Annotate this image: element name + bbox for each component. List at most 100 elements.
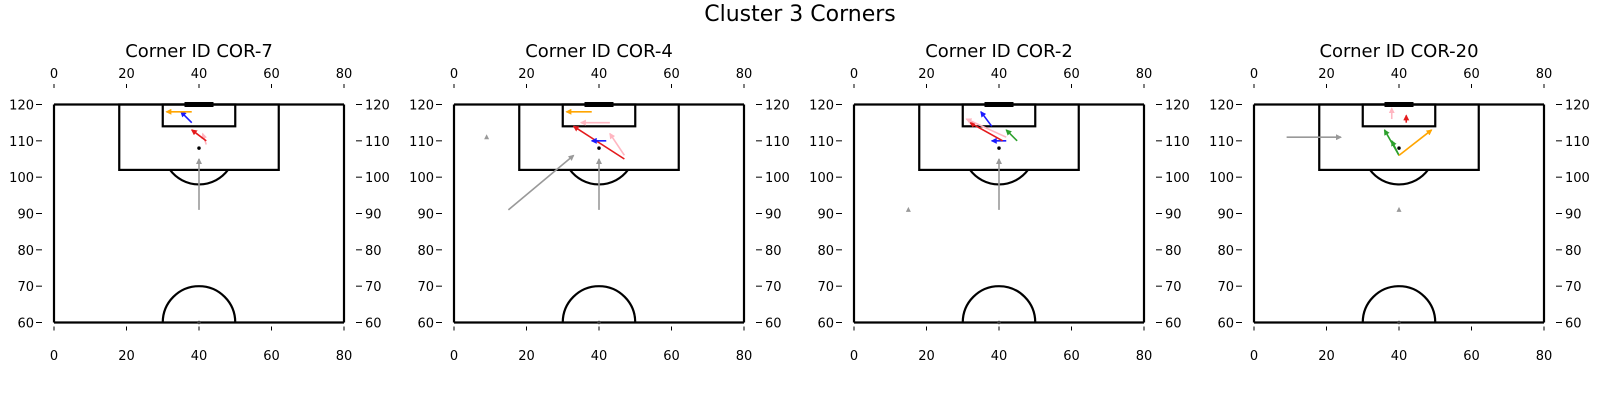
y-tick-label-right: 110: [765, 135, 790, 150]
panels: Corner ID COR-7 0 0 20 20 40 40 60 60 80 80 60 60 70 7…: [9, 41, 1590, 364]
player-point: [1396, 206, 1402, 212]
y-tick-label-left: 120: [1209, 99, 1234, 114]
x-tick-label-bottom: 40: [191, 349, 208, 364]
player-point: [197, 320, 201, 325]
six-yard-box: [1361, 103, 1437, 128]
y-tick-label-right: 90: [1165, 208, 1182, 223]
y-tick-label-right: 80: [365, 244, 382, 259]
player-point: [1397, 320, 1401, 325]
y-tick-label-right: 60: [765, 317, 782, 332]
player-point: [597, 320, 601, 325]
x-tick-label-bottom: 0: [850, 349, 858, 364]
x-tick-label-top: 20: [118, 67, 135, 82]
y-tick-label-right: 120: [765, 99, 790, 114]
x-tick-label-top: 20: [518, 67, 535, 82]
y-tick-label-right: 110: [365, 135, 390, 150]
x-tick-label-top: 40: [991, 67, 1008, 82]
arrows: [165, 108, 208, 210]
pitch: [452, 102, 746, 324]
corner-panel: Corner ID COR-7 0 0 20 20 40 40 60 60 80 80 60 60 70 7…: [9, 41, 390, 364]
panel-title: Corner ID COR-4: [525, 41, 673, 62]
center-circle: [161, 285, 237, 323]
x-tick-label-bottom: 80: [336, 349, 353, 364]
panel-title: Corner ID COR-2: [925, 41, 1073, 62]
y-tick-label-left: 100: [809, 171, 834, 186]
panel-title: Corner ID COR-7: [125, 41, 273, 62]
y-tick-label-right: 120: [365, 99, 390, 114]
center-circle: [961, 285, 1037, 323]
x-tick-label-top: 60: [1063, 67, 1080, 82]
player-point: [997, 146, 1001, 150]
x-tick-label-top: 0: [50, 67, 58, 82]
arrows: [507, 108, 626, 211]
y-tick-label-left: 80: [1217, 244, 1234, 259]
center-circle: [1361, 285, 1437, 323]
y-tick-label-right: 90: [765, 208, 782, 223]
y-tick-label-left: 110: [409, 135, 434, 150]
y-tick-label-right: 70: [365, 280, 382, 295]
x-tick-label-top: 80: [736, 67, 753, 82]
player-point: [1397, 146, 1401, 150]
x-tick-label-bottom: 80: [1136, 349, 1153, 364]
corner-panel: Corner ID COR-20 0 0 20 20 40 40 60 60 80 80 60 60 70…: [1209, 41, 1590, 364]
x-tick-label-bottom: 60: [663, 349, 680, 364]
pitch: [1252, 102, 1546, 324]
x-tick-label-bottom: 40: [991, 349, 1008, 364]
y-tick-label-left: 60: [17, 317, 34, 332]
pass-arrow: [1398, 129, 1433, 156]
arrows: [1286, 107, 1433, 156]
y-tick-label-right: 60: [1565, 317, 1582, 332]
y-tick-label-left: 100: [409, 171, 434, 186]
y-tick-label-left: 90: [817, 208, 834, 223]
penalty-area: [1318, 103, 1480, 172]
x-tick-label-bottom: 20: [118, 349, 135, 364]
x-tick-label-top: 60: [1463, 67, 1480, 82]
x-tick-label-top: 0: [850, 67, 858, 82]
y-tick-label-left: 70: [1217, 280, 1234, 295]
y-tick-label-right: 80: [1165, 244, 1182, 259]
y-tick-label-right: 100: [365, 171, 390, 186]
y-tick-label-left: 120: [409, 99, 434, 114]
y-tick-label-left: 110: [809, 135, 834, 150]
x-tick-label-bottom: 60: [1063, 349, 1080, 364]
x-tick-label-bottom: 20: [1318, 349, 1335, 364]
y-tick-label-left: 70: [817, 280, 834, 295]
pass-arrow: [507, 154, 575, 211]
y-tick-label-left: 70: [417, 280, 434, 295]
pass-arrow: [1391, 139, 1400, 156]
x-tick-label-top: 80: [336, 67, 353, 82]
points: [1396, 146, 1402, 325]
y-tick-label-left: 60: [817, 317, 834, 332]
y-tick-label-right: 60: [365, 317, 382, 332]
y-tick-label-right: 80: [765, 244, 782, 259]
x-tick-label-bottom: 40: [1391, 349, 1408, 364]
y-tick-label-right: 120: [1565, 99, 1590, 114]
pass-arrow: [980, 110, 993, 127]
x-tick-label-top: 40: [191, 67, 208, 82]
x-tick-label-top: 60: [663, 67, 680, 82]
y-tick-label-left: 110: [1209, 135, 1234, 150]
y-tick-label-right: 70: [765, 280, 782, 295]
x-tick-label-bottom: 60: [263, 349, 280, 364]
player-point: [997, 320, 1001, 325]
x-tick-label-bottom: 0: [50, 349, 58, 364]
pitch: [852, 102, 1146, 324]
y-tick-label-left: 100: [9, 171, 34, 186]
y-tick-label-right: 110: [1565, 135, 1590, 150]
x-tick-label-bottom: 60: [1463, 349, 1480, 364]
x-tick-label-bottom: 0: [1250, 349, 1258, 364]
y-tick-label-left: 90: [17, 208, 34, 223]
figure-title: Cluster 3 Corners: [704, 2, 896, 27]
player-point: [905, 206, 911, 212]
y-tick-label-right: 70: [1165, 280, 1182, 295]
points: [197, 146, 201, 325]
y-tick-label-left: 100: [1209, 171, 1234, 186]
panel-title: Corner ID COR-20: [1319, 41, 1478, 62]
pass-arrow: [609, 132, 626, 156]
x-tick-label-top: 0: [1250, 67, 1258, 82]
arrows: [965, 110, 1018, 210]
pass-arrow: [180, 111, 193, 124]
x-tick-label-bottom: 20: [518, 349, 535, 364]
corner-panel: Corner ID COR-2 0 0 20 20 40 40 60 60 80 80 60 60 70 7…: [809, 41, 1190, 364]
